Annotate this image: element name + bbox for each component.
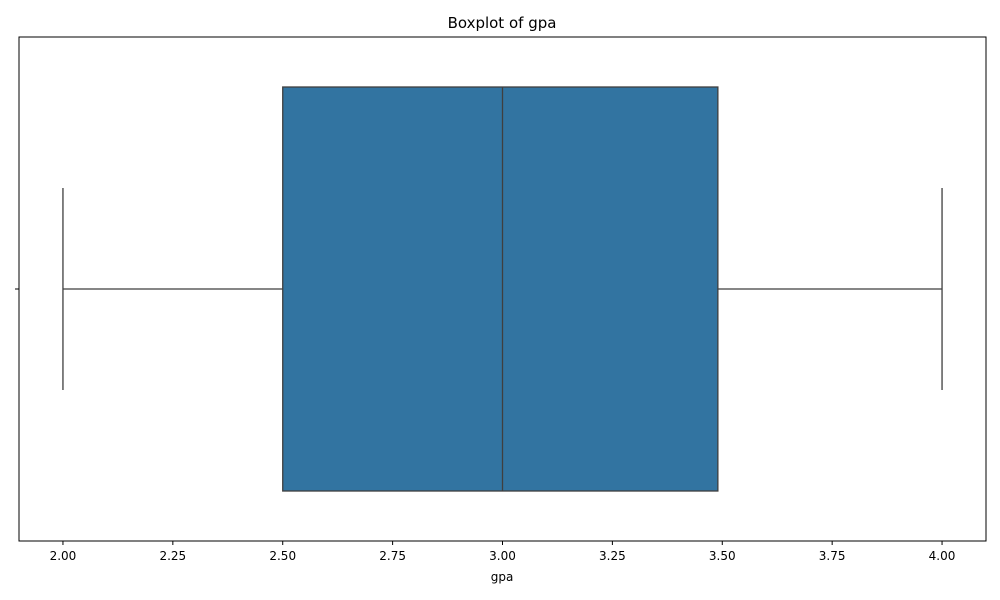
x-tick-label: 3.00 bbox=[489, 549, 516, 563]
x-tick-label: 2.50 bbox=[269, 549, 296, 563]
x-tick-label: 3.75 bbox=[819, 549, 846, 563]
x-axis-label: gpa bbox=[491, 570, 514, 584]
x-tick-label: 2.25 bbox=[159, 549, 186, 563]
chart-title: Boxplot of gpa bbox=[448, 14, 557, 32]
plot-area: 2.00 2.25 2.50 2.75 3.00 3.25 3.50 3.75 4.00 bbox=[15, 36, 987, 563]
iqr-box bbox=[282, 86, 719, 492]
x-tick-label: 3.50 bbox=[709, 549, 736, 563]
x-tick-label: 3.25 bbox=[599, 549, 626, 563]
x-tick-label: 2.75 bbox=[379, 549, 406, 563]
x-tick-label: 2.00 bbox=[50, 549, 77, 563]
x-tick-label: 4.00 bbox=[929, 549, 956, 563]
